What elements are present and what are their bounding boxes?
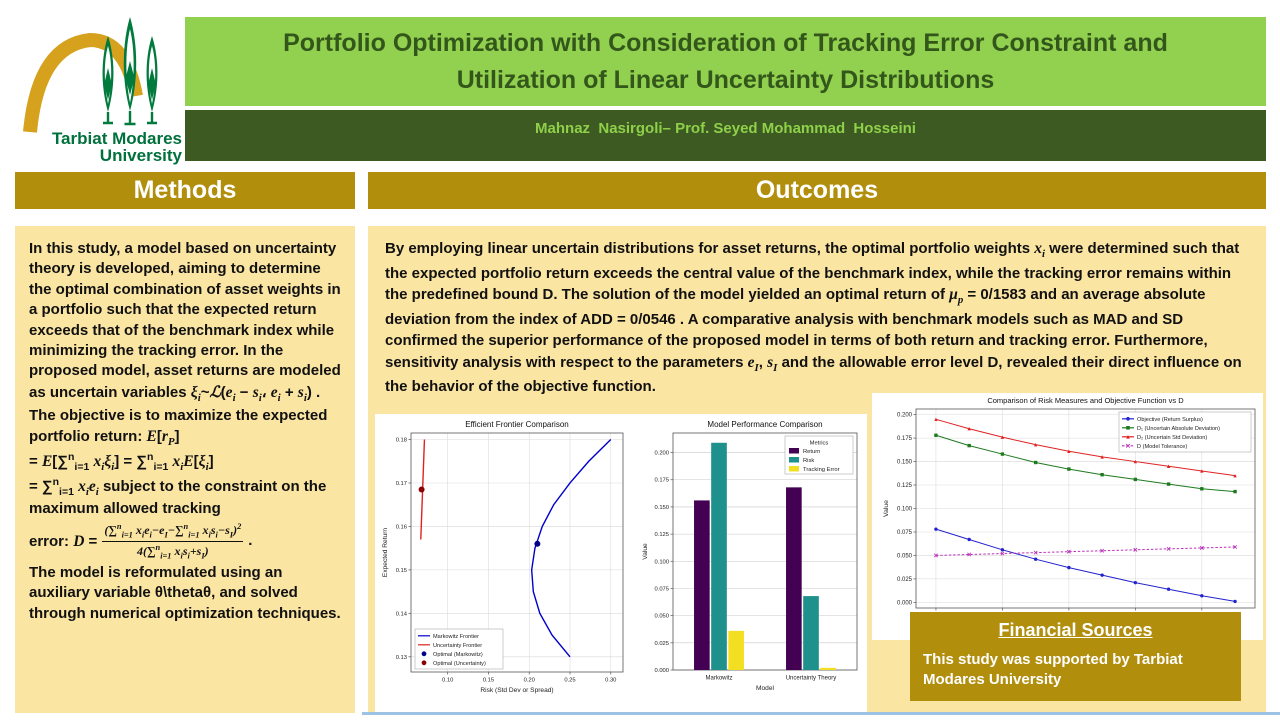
- svg-text:0.200: 0.200: [654, 451, 669, 457]
- methods-heading: Methods: [15, 172, 355, 209]
- svg-text:0.15: 0.15: [396, 568, 407, 574]
- methods-text: In this study, a model based on uncertai…: [29, 239, 341, 624]
- poster-title-line2: Utilization of Linear Uncertainty Distri…: [456, 65, 995, 94]
- svg-text:Metrics: Metrics: [810, 441, 829, 447]
- svg-text:Value: Value: [642, 543, 649, 560]
- logo-text-line1: Tarbiat Modares: [52, 129, 182, 148]
- svg-text:0.25: 0.25: [564, 678, 575, 684]
- svg-text:Optimal (Markowitz): Optimal (Markowitz): [433, 652, 483, 658]
- svg-text:0.050: 0.050: [654, 614, 669, 620]
- svg-text:0.050: 0.050: [897, 553, 913, 559]
- logo-text-line2: University: [100, 146, 183, 165]
- svg-text:0.025: 0.025: [897, 577, 913, 583]
- charts-panel: 0.13 0.14 0.15 0.16 0.17 0.18 0.10 0.15 0.20 0.25…: [375, 414, 867, 712]
- svg-text:0.10: 0.10: [442, 678, 453, 684]
- financial-sources-heading: Financial Sources: [998, 620, 1153, 640]
- financial-sources-box: Financial Sources This study was support…: [910, 612, 1241, 701]
- svg-text:Comparison of Risk Measures an: Comparison of Risk Measures and Objectiv…: [987, 396, 1184, 405]
- svg-text:0.30: 0.30: [605, 678, 616, 684]
- svg-text:0.15: 0.15: [483, 678, 494, 684]
- outcomes-heading: Outcomes: [368, 172, 1266, 209]
- university-logo: Tarbiat Modares University: [10, 4, 185, 166]
- logo-tree-center: [123, 17, 137, 126]
- methods-paragraph-1: In this study, a model based on uncertai…: [29, 240, 341, 518]
- svg-text:Risk (Std Dev or Spread): Risk (Std Dev or Spread): [480, 687, 553, 694]
- svg-text:0.150: 0.150: [654, 505, 669, 511]
- svg-text:0.16: 0.16: [396, 524, 407, 530]
- authors-bar: Mahnaz Nasirgoli– Prof. Seyed Mohammad H…: [185, 110, 1266, 161]
- svg-text:Objective (Return Surplus): Objective (Return Surplus): [1137, 417, 1203, 423]
- financial-sources-text: This study was supported by Tarbiat Moda…: [923, 651, 1183, 688]
- svg-text:Markowitz: Markowitz: [705, 676, 732, 682]
- svg-text:0.200: 0.200: [897, 413, 913, 419]
- svg-text:Model Performance Comparison: Model Performance Comparison: [707, 420, 822, 429]
- svg-text:Expected Return: Expected Return: [382, 528, 389, 577]
- svg-text:0.125: 0.125: [897, 483, 913, 489]
- university-logo-graphic: Tarbiat Modares University: [23, 17, 183, 165]
- svg-text:Value: Value: [883, 500, 890, 517]
- poster-title: Portfolio Optimization with Consideratio…: [185, 17, 1266, 106]
- svg-text:Model: Model: [756, 685, 774, 692]
- tracking-error-fraction: (∑ni=1 xiei−eI−∑ni=1 xisi−sI)2 4(∑ni=1 xi…: [102, 521, 244, 561]
- methods-paragraph-2: The model is reformulated using an auxil…: [29, 563, 341, 622]
- svg-text:Optimal (Uncertainty): Optimal (Uncertainty): [433, 661, 486, 667]
- poster-title-line1: Portfolio Optimization with Consideratio…: [283, 29, 1168, 58]
- svg-text:Return: Return: [803, 449, 820, 455]
- svg-text:0.20: 0.20: [524, 678, 535, 684]
- svg-text:Uncertainty Frontier: Uncertainty Frontier: [433, 643, 482, 649]
- svg-text:Tracking Error: Tracking Error: [803, 467, 840, 473]
- svg-text:D (Model Tolerance): D (Model Tolerance): [1137, 444, 1187, 450]
- logo-arch: [23, 32, 143, 133]
- chart-model-performance: 0.000 0.025 0.050 0.075 0.100 0.125 0.150 0.175…: [642, 420, 858, 692]
- svg-text:0.125: 0.125: [654, 532, 669, 538]
- svg-text:0.17: 0.17: [396, 481, 407, 487]
- chart-efficient-frontier: 0.13 0.14 0.15 0.16 0.17 0.18 0.10 0.15 0.20 0.25…: [382, 420, 624, 694]
- svg-text:0.14: 0.14: [396, 611, 408, 617]
- svg-text:0.075: 0.075: [654, 586, 669, 592]
- svg-text:0.025: 0.025: [654, 641, 669, 647]
- svg-text:0.100: 0.100: [897, 507, 913, 513]
- svg-text:0.18: 0.18: [396, 438, 407, 444]
- svg-text:0.175: 0.175: [654, 478, 669, 484]
- svg-text:0.075: 0.075: [897, 530, 913, 536]
- svg-text:Risk: Risk: [803, 458, 814, 464]
- outcomes-text: By employing linear uncertain distributi…: [385, 240, 1242, 396]
- svg-text:D₁ (Uncertain Absolute Deviati: D₁ (Uncertain Absolute Deviation): [1137, 426, 1220, 432]
- svg-text:Efficient Frontier Comparison: Efficient Frontier Comparison: [465, 420, 568, 429]
- logo-tree-right: [146, 36, 158, 125]
- bottom-divider-line: [362, 712, 1280, 715]
- methods-body: In this study, a model based on uncertai…: [15, 226, 355, 713]
- svg-text:0.000: 0.000: [897, 600, 913, 606]
- methods-tracking-error-formula: error: D = (∑ni=1 xiei−eI−∑ni=1 xisi−sI)…: [29, 521, 253, 561]
- svg-text:0.150: 0.150: [897, 460, 913, 466]
- logo-tree-left: [102, 36, 114, 125]
- svg-text:0.000: 0.000: [654, 668, 669, 674]
- svg-text:D₂ (Uncertain Std Deviation): D₂ (Uncertain Std Deviation): [1137, 435, 1207, 441]
- svg-text:0.13: 0.13: [396, 655, 407, 661]
- chart-risk-panel: 0.000 0.025 0.050 0.075 0.100 0.125 0.150 0.175…: [872, 393, 1263, 640]
- authors-text: Mahnaz Nasirgoli– Prof. Seyed Mohammad H…: [535, 120, 916, 137]
- chart-risk-vs-d: 0.000 0.025 0.050 0.075 0.100 0.125 0.150 0.175…: [883, 396, 1256, 630]
- svg-text:0.175: 0.175: [897, 436, 913, 442]
- svg-text:Markowitz Frontier: Markowitz Frontier: [433, 634, 479, 640]
- svg-text:0.100: 0.100: [654, 559, 669, 565]
- svg-text:Uncertainty Theory: Uncertainty Theory: [786, 676, 837, 682]
